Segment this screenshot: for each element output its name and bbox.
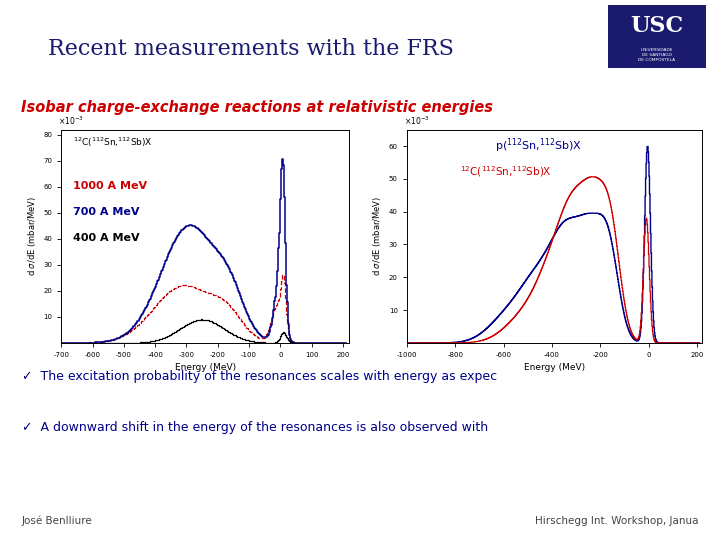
Text: $^{12}$C($^{112}$Sn,$^{112}$Sb)X: $^{12}$C($^{112}$Sn,$^{112}$Sb)X — [460, 164, 552, 179]
Text: 1000 A MeV: 1000 A MeV — [73, 181, 147, 191]
X-axis label: Energy (MeV): Energy (MeV) — [524, 363, 585, 373]
Text: José Benlliure: José Benlliure — [22, 516, 92, 526]
Text: 700 A MeV: 700 A MeV — [73, 207, 139, 217]
X-axis label: Energy (MeV): Energy (MeV) — [175, 363, 235, 373]
Text: p($^{112}$Sn,$^{112}$Sb)X: p($^{112}$Sn,$^{112}$Sb)X — [495, 136, 582, 154]
Text: USC: USC — [631, 15, 683, 37]
Text: 400 A MeV: 400 A MeV — [73, 233, 140, 242]
Text: ✓  The excitation probability of the resonances scales with energy as expec: ✓ The excitation probability of the reso… — [22, 370, 497, 383]
Y-axis label: d $\sigma$/dE (mbar/MeV): d $\sigma$/dE (mbar/MeV) — [26, 196, 37, 276]
Text: ✓  A downward shift in the energy of the resonances is also observed with: ✓ A downward shift in the energy of the … — [22, 421, 487, 434]
Text: Isobar charge-exchange reactions at relativistic energies: Isobar charge-exchange reactions at rela… — [21, 100, 492, 115]
Text: Hirschegg Int. Workshop, Janua: Hirschegg Int. Workshop, Janua — [535, 516, 698, 526]
Text: $^{12}$C($^{112}$Sn,$^{112}$Sb)X: $^{12}$C($^{112}$Sn,$^{112}$Sb)X — [73, 136, 152, 150]
Text: Recent measurements with the FRS: Recent measurements with the FRS — [48, 38, 454, 60]
Text: $\times 10^{-3}$: $\times 10^{-3}$ — [58, 115, 84, 127]
Text: $\times 10^{-3}$: $\times 10^{-3}$ — [404, 115, 430, 127]
Text: UNIVERSIDADE
DE SANTIAGO
DE COMPOSTELA: UNIVERSIDADE DE SANTIAGO DE COMPOSTELA — [639, 49, 675, 62]
Y-axis label: d $\sigma$/dE (mbar/MeV): d $\sigma$/dE (mbar/MeV) — [372, 196, 383, 276]
